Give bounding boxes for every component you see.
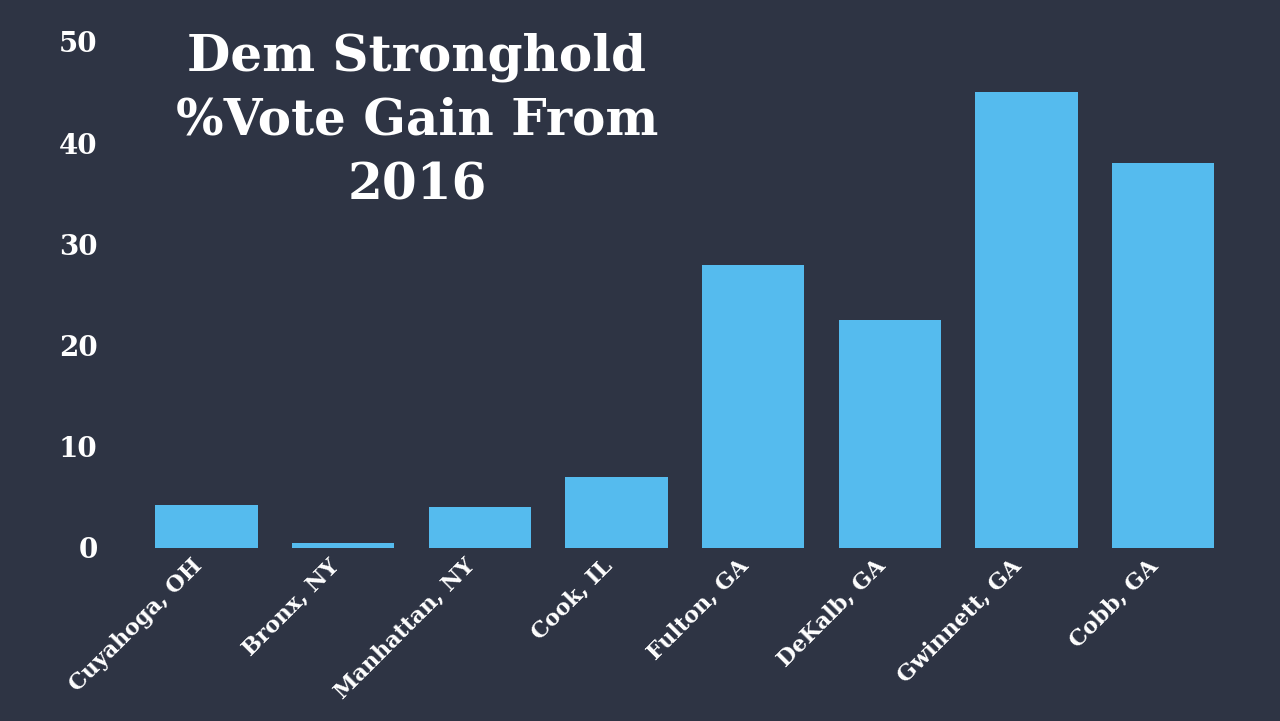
Bar	[701, 265, 804, 548]
Bar	[566, 477, 668, 548]
Bar	[292, 543, 394, 548]
Bar	[155, 505, 257, 548]
Bar	[975, 92, 1078, 548]
Text: Dem Stronghold
%Vote Gain From
2016: Dem Stronghold %Vote Gain From 2016	[175, 32, 658, 210]
Bar	[838, 320, 941, 548]
Bar	[429, 508, 531, 548]
Bar	[1112, 164, 1215, 548]
